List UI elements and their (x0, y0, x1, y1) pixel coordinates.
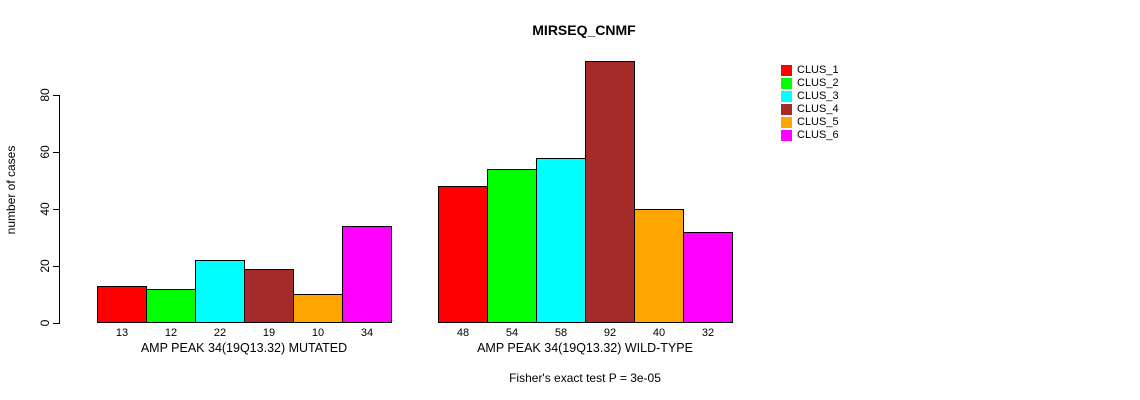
bar-value-label: 54 (505, 327, 519, 339)
legend-item: CLUS_6 (781, 129, 839, 142)
bar-CLUS_2 (146, 289, 196, 323)
bar-CLUS_3 (195, 260, 245, 323)
bar-CLUS_5 (293, 294, 343, 323)
legend-item: CLUS_2 (781, 77, 839, 90)
bar-value-label: 48 (456, 327, 470, 339)
bar-value-label: 32 (701, 327, 715, 339)
bar-value-label: 19 (262, 327, 276, 339)
legend-label: CLUS_6 (797, 129, 839, 141)
y-tick-label: 40 (38, 202, 52, 216)
fisher-test-annotation: Fisher's exact test P = 3e-05 (509, 371, 661, 385)
bar-value-label: 10 (311, 327, 325, 339)
legend-item: CLUS_3 (781, 90, 839, 103)
bar-value-label: 58 (554, 327, 568, 339)
legend-label: CLUS_5 (797, 116, 839, 128)
legend: CLUS_1 CLUS_2 CLUS_3 CLUS_4 CLUS_5 CLUS_6 (781, 64, 839, 142)
bar-CLUS_4 (585, 61, 635, 323)
legend-label: CLUS_2 (797, 77, 839, 89)
bar-value-label: 22 (213, 327, 227, 339)
bar-CLUS_1 (97, 286, 147, 323)
bar-CLUS_6 (683, 232, 733, 323)
bar-CLUS_6 (342, 226, 392, 323)
legend-color-swatch (781, 104, 792, 115)
legend-color-swatch (781, 91, 792, 102)
y-tick (53, 266, 59, 267)
y-tick-label: 20 (38, 259, 52, 273)
y-tick (53, 209, 59, 210)
bar-CLUS_1 (438, 186, 488, 323)
group-label: AMP PEAK 34(19Q13.32) MUTATED (140, 341, 348, 355)
y-axis-title: number of cases (4, 145, 18, 235)
bar-value-label: 40 (652, 327, 666, 339)
legend-color-swatch (781, 65, 792, 76)
legend-label: CLUS_3 (797, 90, 839, 102)
bar-CLUS_4 (244, 269, 294, 323)
legend-item: CLUS_1 (781, 64, 839, 77)
bar-value-label: 34 (360, 327, 374, 339)
y-tick-label: 80 (38, 88, 52, 102)
legend-color-swatch (781, 130, 792, 141)
y-tick-label: 60 (38, 145, 52, 159)
legend-item: CLUS_5 (781, 116, 839, 129)
chart-title: MIRSEQ_CNMF (532, 22, 636, 38)
bar-value-label: 12 (164, 327, 178, 339)
y-tick (53, 95, 59, 96)
y-tick-label: 0 (38, 319, 52, 327)
legend-color-swatch (781, 117, 792, 128)
y-axis-line (59, 95, 60, 324)
y-tick (53, 152, 59, 153)
bar-CLUS_2 (487, 169, 537, 323)
bar-CLUS_3 (536, 158, 586, 323)
legend-item: CLUS_4 (781, 103, 839, 116)
y-tick (53, 323, 59, 324)
legend-label: CLUS_1 (797, 64, 839, 76)
group-label: AMP PEAK 34(19Q13.32) WILD-TYPE (477, 341, 693, 355)
legend-label: CLUS_4 (797, 103, 839, 115)
bar-value-label: 13 (115, 327, 129, 339)
bar-CLUS_5 (634, 209, 684, 323)
legend-color-swatch (781, 78, 792, 89)
bar-value-label: 92 (603, 327, 617, 339)
